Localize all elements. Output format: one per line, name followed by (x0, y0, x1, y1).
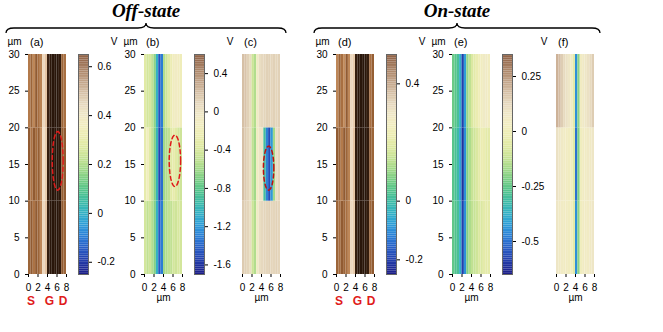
html-text:On-state: On-state (423, 0, 491, 21)
html-text:2 4: 2 4 (249, 281, 265, 293)
svg-text:-0.2: -0.2 (98, 256, 116, 267)
svg-text:0: 0 (98, 208, 104, 219)
svg-text:µm: µm (124, 36, 138, 47)
svg-text:-0.2: -0.2 (406, 254, 424, 265)
svg-text:30: 30 (8, 49, 20, 60)
svg-text:6: 6 (54, 282, 60, 293)
svg-text:8: 8 (64, 282, 70, 293)
svg-text:20: 20 (432, 122, 444, 133)
svg-text:-1.2: -1.2 (214, 221, 232, 232)
svg-text:S: S (335, 294, 343, 308)
html-text:2 4: 2 4 (151, 281, 167, 293)
svg-text:0: 0 (142, 282, 148, 293)
svg-text:D: D (59, 294, 68, 308)
svg-text:0: 0 (14, 269, 20, 280)
svg-text:30: 30 (124, 49, 136, 60)
svg-text:0.25: 0.25 (522, 71, 542, 82)
svg-text:0.4: 0.4 (406, 78, 420, 89)
html-text:(b): (b) (146, 36, 160, 48)
svg-text:6: 6 (170, 282, 176, 293)
svg-text:µm: µm (464, 292, 478, 303)
svg-text:25: 25 (124, 85, 136, 96)
svg-text:µm: µm (254, 292, 268, 303)
svg-text:6: 6 (268, 282, 274, 293)
svg-text:0: 0 (334, 282, 340, 293)
svg-text:5: 5 (322, 232, 328, 243)
svg-text:10: 10 (8, 195, 20, 206)
svg-text:20: 20 (316, 122, 328, 133)
svg-text:-1.6: -1.6 (214, 259, 232, 270)
svg-text:25: 25 (8, 85, 20, 96)
svg-text:0: 0 (214, 106, 220, 117)
svg-text:0.4: 0.4 (214, 68, 228, 79)
svg-text:25: 25 (316, 85, 328, 96)
html-text:(d): (d) (338, 36, 352, 48)
html-text:(a): (a) (30, 36, 44, 48)
html-text:(c): (c) (244, 36, 257, 48)
svg-text:0: 0 (450, 282, 456, 293)
html-text:Off-state: Off-state (111, 0, 181, 21)
svg-text:5: 5 (130, 232, 136, 243)
svg-text:4: 4 (45, 282, 51, 293)
svg-text:µm: µm (8, 36, 22, 47)
svg-text:G: G (353, 294, 362, 308)
svg-text:0: 0 (26, 282, 32, 293)
svg-text:0: 0 (322, 269, 328, 280)
svg-text:V: V (227, 36, 234, 47)
svg-text:µm: µm (156, 292, 170, 303)
html-text:(e): (e) (454, 36, 468, 48)
svg-text:8: 8 (372, 282, 378, 293)
svg-text:6: 6 (478, 282, 484, 293)
svg-text:20: 20 (124, 122, 136, 133)
svg-text:0.2: 0.2 (98, 159, 112, 170)
svg-text:0: 0 (438, 269, 444, 280)
svg-text:15: 15 (432, 159, 444, 170)
svg-text:V: V (419, 36, 426, 47)
svg-text:µm: µm (568, 292, 582, 303)
html-text:(f): (f) (558, 36, 569, 48)
svg-text:8: 8 (592, 282, 598, 293)
svg-text:0: 0 (240, 282, 246, 293)
svg-text:-0.25: -0.25 (522, 181, 545, 192)
svg-text:4: 4 (353, 282, 359, 293)
svg-text:6: 6 (582, 282, 588, 293)
svg-text:20: 20 (8, 122, 20, 133)
svg-text:15: 15 (8, 159, 20, 170)
svg-text:25: 25 (432, 85, 444, 96)
svg-text:V: V (541, 36, 548, 47)
svg-text:µm: µm (316, 36, 330, 47)
svg-text:D: D (367, 294, 376, 308)
svg-text:5: 5 (438, 232, 444, 243)
svg-text:10: 10 (316, 195, 328, 206)
svg-text:6: 6 (362, 282, 368, 293)
svg-text:8: 8 (488, 282, 494, 293)
svg-text:0.6: 0.6 (98, 61, 112, 72)
svg-text:µm: µm (432, 36, 446, 47)
svg-text:0: 0 (130, 269, 136, 280)
html-text:2 4: 2 4 (459, 281, 475, 293)
svg-text:15: 15 (124, 159, 136, 170)
svg-text:30: 30 (432, 49, 444, 60)
svg-text:V: V (111, 36, 118, 47)
svg-text:0.4: 0.4 (98, 110, 112, 121)
svg-text:8: 8 (278, 282, 284, 293)
svg-text:10: 10 (124, 195, 136, 206)
svg-text:2: 2 (343, 282, 349, 293)
svg-text:-0.5: -0.5 (522, 236, 540, 247)
svg-text:2: 2 (35, 282, 41, 293)
svg-text:G: G (45, 294, 54, 308)
svg-text:0: 0 (406, 195, 412, 206)
svg-text:10: 10 (432, 195, 444, 206)
svg-text:5: 5 (14, 232, 20, 243)
svg-text:15: 15 (316, 159, 328, 170)
svg-text:0: 0 (554, 282, 560, 293)
svg-text:0: 0 (522, 126, 528, 137)
svg-text:-0.8: -0.8 (214, 183, 232, 194)
svg-text:-0.4: -0.4 (214, 144, 232, 155)
svg-text:30: 30 (316, 49, 328, 60)
svg-text:8: 8 (180, 282, 186, 293)
html-text:2 4: 2 4 (563, 281, 579, 293)
svg-text:S: S (27, 294, 35, 308)
